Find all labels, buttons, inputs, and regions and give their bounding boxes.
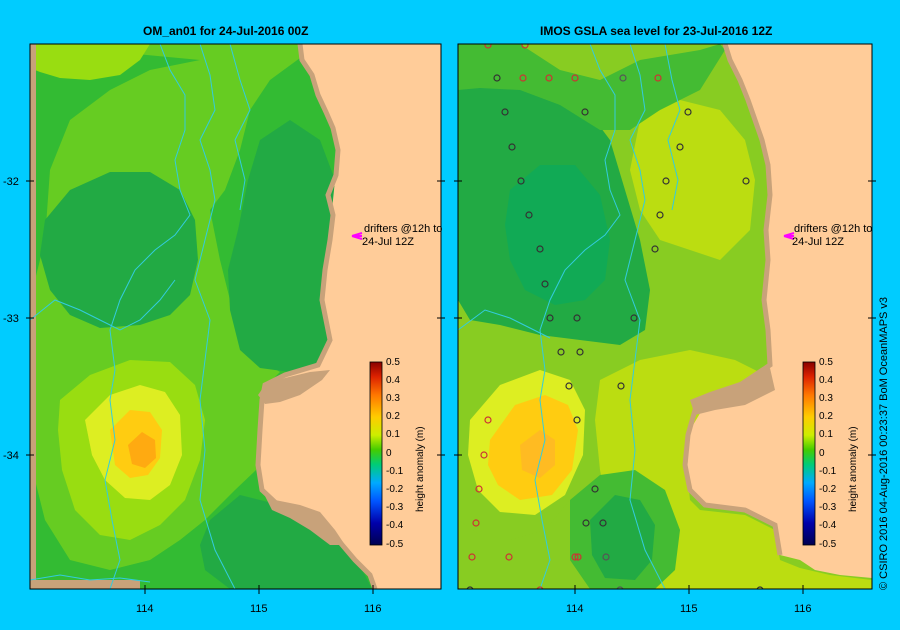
right-colorbar: 0.5 0.4 0.3 0.2 0.1 0 -0.1 -0.2 -0.3 -0.… [802,357,859,550]
drifter-arrow-right [783,232,795,240]
svg-text:0.1: 0.1 [819,429,833,440]
y-tick-label: -32 [3,176,19,188]
sea-anomaly-positive [30,44,150,80]
drifter-label-right-2: 24-Jul 12Z [792,236,844,248]
left-map-title: OM_an01 for 24-Jul-2016 00Z [143,24,309,38]
left-colorbar-label: height anomaly (m) [415,426,426,512]
bathymetry-contours [30,44,251,589]
svg-text:-0.3: -0.3 [819,502,837,513]
svg-text:-0.2: -0.2 [819,484,837,495]
svg-text:-0.1: -0.1 [386,466,404,477]
right-map-title: IMOS GSLA sea level for 23-Jul-2016 12Z [540,24,773,38]
svg-text:-0.2: -0.2 [386,484,404,495]
x-axis: 114 115 116 114 115 116 [136,585,812,615]
svg-text:0.4: 0.4 [386,375,400,386]
drifter-label-right-1: drifters @12h to [794,223,872,235]
sea-anomaly-negative [40,172,198,328]
drifter-label-left-2: 24-Jul 12Z [362,236,414,248]
svg-text:0: 0 [819,448,825,459]
svg-text:-0.5: -0.5 [819,539,837,550]
svg-text:0: 0 [386,448,392,459]
drifter-arrow-left [351,232,363,240]
svg-text:0.3: 0.3 [819,393,833,404]
y-tick-label: -34 [3,450,19,462]
left-map-panel [30,44,441,589]
svg-text:0.4: 0.4 [819,375,833,386]
drifter-label-left-1: drifters @12h to [364,223,442,235]
right-colorbar-label: height anomaly (m) [848,426,859,512]
svg-text:0.2: 0.2 [819,411,833,422]
svg-text:-0.3: -0.3 [386,502,404,513]
x-tick-label: 114 [136,603,154,615]
svg-text:-0.1: -0.1 [819,466,837,477]
x-tick-label: 116 [364,603,382,615]
x-tick-label: 115 [250,603,268,615]
altimetry-observations [466,44,764,589]
svg-text:0.2: 0.2 [386,411,400,422]
y-axis: -32 -33 -34 [3,176,876,462]
svg-text:-0.5: -0.5 [386,539,404,550]
svg-text:0.3: 0.3 [386,393,400,404]
x-tick-label: 114 [566,603,584,615]
left-colorbar: 0.5 0.4 0.3 0.2 0.1 0 -0.1 -0.2 -0.3 -0.… [369,357,426,550]
x-tick-label: 116 [794,603,812,615]
svg-text:0.1: 0.1 [386,429,400,440]
svg-text:-0.4: -0.4 [386,520,404,531]
svg-text:0.5: 0.5 [819,357,833,368]
svg-text:-0.4: -0.4 [819,520,837,531]
svg-text:0.5: 0.5 [386,357,400,368]
credit-text: © CSIRO 2016 04-Aug-2016 00:23:37 BoM Oc… [878,296,890,590]
y-tick-label: -33 [3,313,19,325]
x-tick-label: 115 [680,603,698,615]
